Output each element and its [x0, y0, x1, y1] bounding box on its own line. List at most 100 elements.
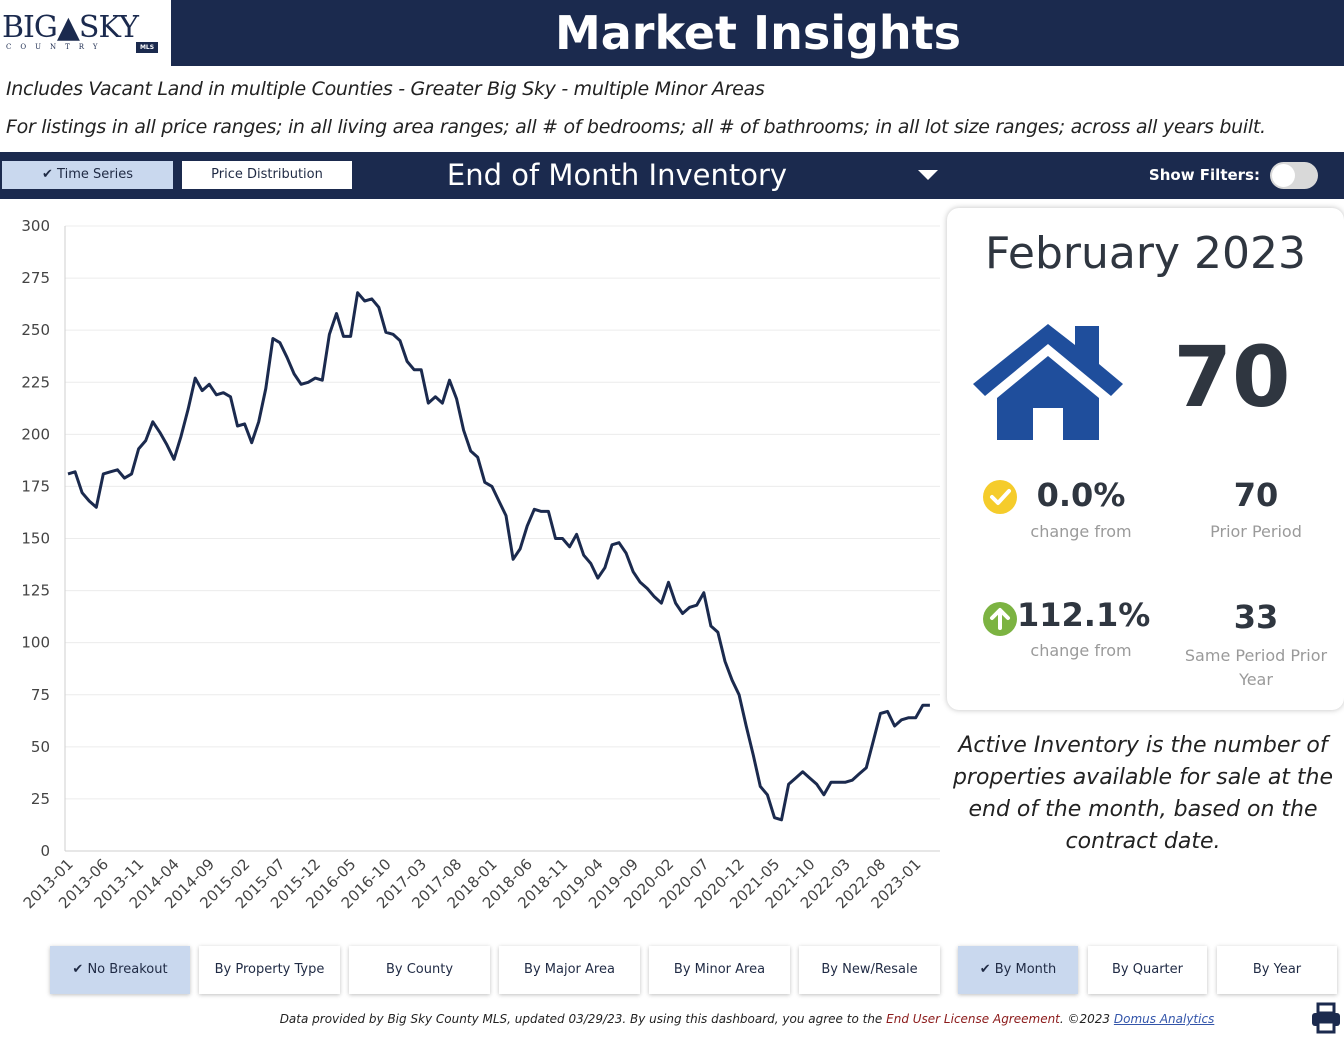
data-point[interactable]	[100, 471, 106, 477]
metric-selector-title[interactable]: End of Month Inventory	[446, 158, 788, 192]
breakout-new-resale-button[interactable]: By New/Resale	[799, 946, 940, 994]
data-point[interactable]	[538, 508, 544, 514]
data-point[interactable]	[489, 483, 495, 489]
data-point[interactable]	[362, 298, 368, 304]
data-point[interactable]	[814, 781, 820, 787]
data-point[interactable]	[369, 296, 375, 302]
data-point[interactable]	[79, 490, 85, 496]
data-point[interactable]	[199, 388, 205, 394]
data-point[interactable]	[651, 594, 657, 600]
data-point[interactable]	[920, 702, 926, 708]
data-point[interactable]	[849, 777, 855, 783]
breakout-county-button[interactable]: By County	[349, 946, 490, 994]
data-point[interactable]	[623, 550, 629, 556]
data-point[interactable]	[602, 565, 608, 571]
time-series-button[interactable]: ✔ Time Series	[2, 161, 173, 189]
period-month-button[interactable]: ✔ By Month	[958, 946, 1078, 994]
data-point[interactable]	[390, 331, 396, 337]
data-point[interactable]	[715, 629, 721, 635]
data-point[interactable]	[192, 375, 198, 381]
data-point[interactable]	[771, 815, 777, 821]
data-point[interactable]	[482, 479, 488, 485]
data-point[interactable]	[722, 658, 728, 664]
data-point[interactable]	[793, 775, 799, 781]
data-point[interactable]	[637, 579, 643, 585]
data-point[interactable]	[397, 338, 403, 344]
data-point[interactable]	[595, 575, 601, 581]
breakout-minor-area-button[interactable]: By Minor Area	[649, 946, 790, 994]
data-point[interactable]	[291, 371, 297, 377]
data-point[interactable]	[475, 454, 481, 460]
data-point[interactable]	[913, 715, 919, 721]
data-point[interactable]	[517, 546, 523, 552]
data-point[interactable]	[708, 623, 714, 629]
data-point[interactable]	[425, 400, 431, 406]
data-point[interactable]	[446, 377, 452, 383]
show-filters-toggle[interactable]	[1270, 162, 1318, 189]
data-point[interactable]	[545, 508, 551, 514]
data-point[interactable]	[341, 333, 347, 339]
data-point[interactable]	[616, 540, 622, 546]
data-point[interactable]	[86, 498, 92, 504]
data-point[interactable]	[807, 775, 813, 781]
data-point[interactable]	[786, 781, 792, 787]
data-point[interactable]	[404, 358, 410, 364]
data-point[interactable]	[842, 779, 848, 785]
data-point[interactable]	[856, 771, 862, 777]
data-point[interactable]	[277, 340, 283, 346]
data-point[interactable]	[877, 711, 883, 717]
data-point[interactable]	[348, 333, 354, 339]
price-distribution-button[interactable]: Price Distribution	[182, 161, 352, 189]
data-point[interactable]	[136, 446, 142, 452]
data-point[interactable]	[468, 448, 474, 454]
data-point[interactable]	[821, 792, 827, 798]
data-point[interactable]	[333, 311, 339, 317]
data-point[interactable]	[552, 536, 558, 542]
data-point[interactable]	[665, 579, 671, 585]
data-point[interactable]	[270, 336, 276, 342]
data-point[interactable]	[164, 442, 170, 448]
data-point[interactable]	[779, 817, 785, 823]
data-point[interactable]	[326, 331, 332, 337]
data-point[interactable]	[630, 569, 636, 575]
data-point[interactable]	[531, 506, 537, 512]
data-point[interactable]	[461, 427, 467, 433]
print-icon[interactable]	[1310, 1002, 1342, 1034]
data-point[interactable]	[800, 769, 806, 775]
data-point[interactable]	[178, 433, 184, 439]
data-point[interactable]	[107, 469, 113, 475]
data-point[interactable]	[757, 783, 763, 789]
breakout-major-area-button[interactable]: By Major Area	[499, 946, 640, 994]
data-point[interactable]	[355, 290, 361, 296]
data-point[interactable]	[114, 467, 120, 473]
data-point[interactable]	[496, 498, 502, 504]
data-point[interactable]	[567, 544, 573, 550]
data-point[interactable]	[235, 423, 241, 429]
data-point[interactable]	[906, 715, 912, 721]
data-point[interactable]	[729, 677, 735, 683]
data-point[interactable]	[694, 602, 700, 608]
data-point[interactable]	[72, 469, 78, 475]
data-point[interactable]	[284, 354, 290, 360]
data-point[interactable]	[249, 440, 255, 446]
data-point[interactable]	[312, 375, 318, 381]
data-point[interactable]	[560, 536, 566, 542]
breakout-property-type-button[interactable]: By Property Type	[199, 946, 340, 994]
data-point[interactable]	[524, 523, 530, 529]
domus-link[interactable]: Domus Analytics	[1113, 1012, 1215, 1026]
eula-link[interactable]: End User License Agreement	[886, 1012, 1060, 1026]
data-point[interactable]	[206, 381, 212, 387]
data-point[interactable]	[835, 779, 841, 785]
data-point[interactable]	[227, 394, 233, 400]
data-point[interactable]	[884, 708, 890, 714]
data-point[interactable]	[870, 738, 876, 744]
data-point[interactable]	[687, 604, 693, 610]
data-point[interactable]	[213, 392, 219, 398]
data-point[interactable]	[609, 542, 615, 548]
data-point[interactable]	[828, 779, 834, 785]
data-point[interactable]	[242, 421, 248, 427]
data-point[interactable]	[701, 590, 707, 596]
data-point[interactable]	[383, 329, 389, 335]
data-point[interactable]	[143, 438, 149, 444]
data-point[interactable]	[171, 456, 177, 462]
